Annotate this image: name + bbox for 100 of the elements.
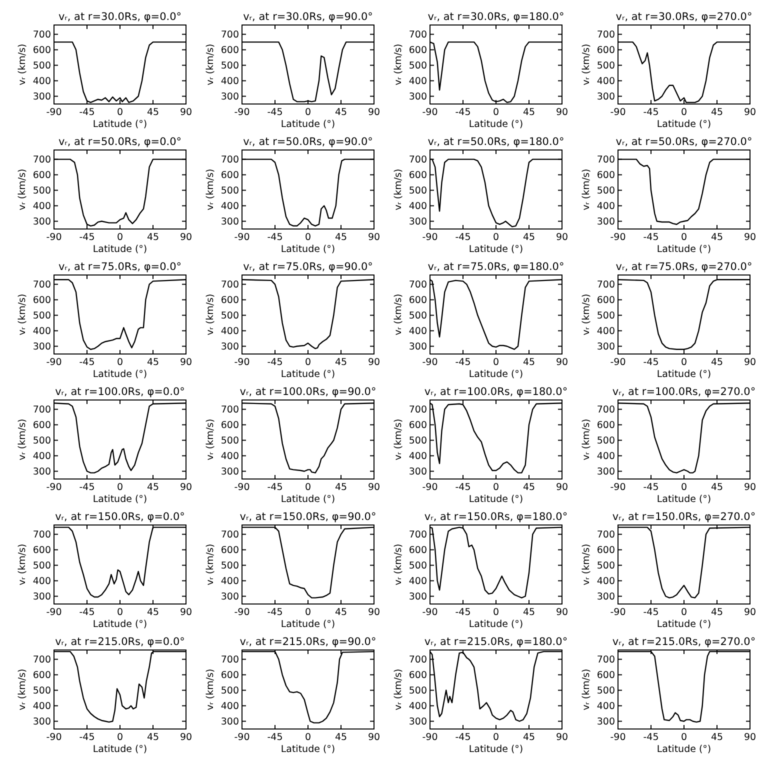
x-tick-label: 0 [116,107,124,118]
x-tick-label: -45 [267,107,283,118]
x-tick-label: 45 [146,357,160,368]
x-tick-label: 0 [492,107,500,118]
y-axis-title: vᵣ (km/s) [393,418,404,460]
x-tick-label: 0 [304,107,312,118]
x-tick-label: 90 [744,357,756,368]
y-tick-label: 500 [408,560,427,572]
x-axis-title: Latitude (°) [656,369,712,380]
x-tick-label: 0 [492,732,500,743]
x-tick-label: 0 [304,482,312,493]
x-tick-label: -45 [267,732,283,743]
chart-title: vᵣ, at r=150.0Rs, φ=270.0° [612,511,756,523]
y-tick-label: 700 [408,280,427,291]
x-tick-label: 90 [368,482,380,493]
y-tick-label: 300 [408,466,427,478]
x-tick-label: -45 [267,357,283,368]
x-axis-title: Latitude (°) [280,494,336,505]
y-axis-title: vᵣ (km/s) [581,418,592,460]
y-tick-label: 300 [32,716,51,728]
y-tick-label: 500 [596,560,615,572]
y-tick-label: 400 [408,451,427,462]
x-tick-label: -90 [610,607,626,618]
y-tick-label: 500 [220,186,239,197]
x-tick-label: 90 [744,732,756,743]
y-tick-label: 500 [408,310,427,322]
x-tick-label: -90 [234,107,250,118]
x-tick-label: -45 [643,107,659,118]
y-tick-label: 400 [220,576,239,588]
y-tick-label: 600 [32,45,51,56]
x-tick-label: -90 [610,357,626,368]
x-tick-label: -90 [46,357,62,368]
y-axis-title: vᵣ (km/s) [205,668,216,710]
y-tick-label: 300 [596,92,615,103]
x-axis-title: Latitude (°) [656,494,712,505]
y-tick-label: 600 [220,420,239,432]
y-tick-label: 300 [408,716,427,728]
chart-title: vᵣ, at r=150.0Rs, φ=180.0° [424,511,568,523]
x-tick-label: 90 [180,357,192,368]
x-tick-label: 0 [680,107,688,118]
x-tick-label: 0 [680,607,688,618]
y-tick-label: 300 [220,592,239,603]
x-tick-label: 45 [334,732,348,743]
y-tick-label: 700 [596,30,615,41]
x-tick-label: -45 [79,107,95,118]
x-axis-title: Latitude (°) [468,619,524,630]
y-tick-label: 300 [220,92,239,103]
x-tick-label: -45 [79,482,95,493]
y-tick-label: 600 [408,545,427,556]
y-tick-label: 600 [408,420,427,432]
x-axis-title: Latitude (°) [656,119,712,130]
chart-title: vᵣ, at r=75.0Rs, φ=180.0° [428,261,564,273]
y-axis-title: vᵣ (km/s) [393,668,404,710]
x-tick-label: 0 [680,357,688,368]
y-tick-label: 500 [220,436,239,447]
chart-title: vᵣ, at r=100.0Rs, φ=270.0° [612,386,756,398]
y-tick-label: 300 [408,92,427,103]
x-axis-title: Latitude (°) [92,619,148,630]
y-tick-label: 600 [220,45,239,56]
chart-title: vᵣ, at r=150.0Rs, φ=0.0° [55,511,185,523]
y-tick-label: 300 [408,342,427,353]
x-tick-label: 0 [116,357,124,368]
y-tick-label: 500 [596,310,615,322]
y-tick-label: 400 [596,201,615,212]
x-tick-label: -45 [79,732,95,743]
y-tick-label: 500 [408,186,427,197]
y-tick-label: 700 [596,280,615,291]
y-axis-title: vᵣ (km/s) [581,294,592,336]
x-tick-label: 90 [368,107,380,118]
y-axis-title: vᵣ (km/s) [205,544,216,586]
x-tick-label: -90 [46,107,62,118]
x-tick-label: 0 [304,732,312,743]
x-tick-label: 90 [180,232,192,243]
x-axis-title: Latitude (°) [656,619,712,630]
y-axis-title: vᵣ (km/s) [17,168,28,210]
y-tick-label: 700 [596,154,615,166]
x-tick-label: 0 [492,482,500,493]
y-tick-label: 700 [32,654,51,666]
y-tick-label: 300 [32,466,51,478]
chart-title: vᵣ, at r=30.0Rs, φ=180.0° [428,11,564,23]
y-tick-label: 600 [596,545,615,556]
chart-title: vᵣ, at r=215.0Rs, φ=0.0° [55,636,185,648]
y-tick-label: 300 [32,342,51,353]
chart-title: vᵣ, at r=215.0Rs, φ=180.0° [424,636,568,648]
x-tick-label: -45 [455,107,471,118]
y-axis-title: vᵣ (km/s) [205,168,216,210]
chart-title: vᵣ, at r=50.0Rs, φ=0.0° [58,136,182,148]
y-tick-label: 300 [220,466,239,478]
y-tick-label: 700 [220,280,239,291]
x-tick-label: 45 [334,607,348,618]
y-tick-label: 300 [32,92,51,103]
y-tick-label: 400 [408,326,427,338]
x-tick-label: -45 [643,357,659,368]
x-tick-label: 0 [492,607,500,618]
y-tick-label: 700 [32,530,51,541]
x-tick-label: -90 [422,232,438,243]
y-tick-label: 600 [32,420,51,432]
x-tick-label: -90 [46,232,62,243]
chart-title: vᵣ, at r=50.0Rs, φ=180.0° [428,136,564,148]
y-tick-label: 300 [220,716,239,728]
